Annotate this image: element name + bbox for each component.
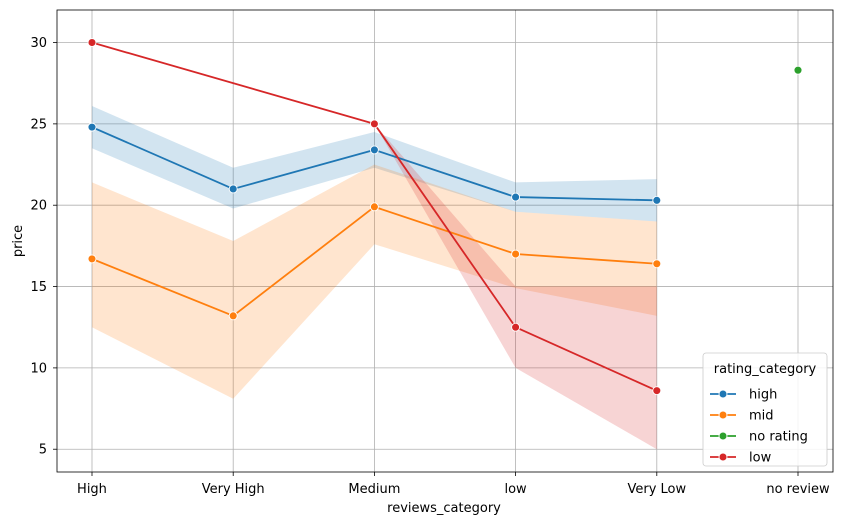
legend-title: rating_category [714, 362, 817, 377]
legend-label: no rating [749, 430, 808, 445]
x-tick-label: Medium [348, 482, 400, 497]
y-axis-ticks: 5 10 15 20 25 30 [30, 36, 57, 458]
grid-lines [57, 10, 833, 472]
data-point-mid [369, 202, 379, 212]
y-tick-label: 20 [30, 199, 47, 214]
data-point-no-rating [793, 65, 803, 75]
legend-box [702, 352, 828, 467]
x-axis-label: reviews_category [387, 501, 501, 516]
data-point-high [369, 145, 379, 155]
x-tick-label: no review [766, 482, 830, 497]
data-point-low [511, 322, 521, 332]
y-axis-label: price [11, 225, 26, 257]
data-point-high [511, 192, 521, 202]
series-points [87, 38, 803, 396]
x-tick-label: Very High [202, 482, 265, 497]
legend-swatch-marker [718, 452, 728, 462]
legend-swatch-marker [718, 410, 728, 420]
legend-label: mid [749, 409, 774, 424]
data-point-high [652, 195, 662, 205]
plot-frame [56, 9, 834, 473]
data-point-mid [228, 311, 238, 321]
data-point-high [228, 184, 238, 194]
data-point-high [87, 122, 97, 132]
data-point-low [369, 119, 379, 129]
y-tick-label: 10 [30, 361, 47, 376]
ci-band-mid [92, 164, 657, 399]
legend-label: high [749, 388, 777, 403]
legend-label: low [749, 451, 772, 466]
data-point-low [652, 386, 662, 396]
data-point-mid [652, 259, 662, 269]
legend-swatch-marker [718, 431, 728, 441]
x-axis-ticks: High Very High Medium low Very Low no review [77, 472, 830, 497]
y-tick-label: 5 [39, 443, 47, 458]
y-tick-label: 15 [30, 280, 47, 295]
legend-swatch-marker [718, 389, 728, 399]
x-tick-label: low [504, 482, 527, 497]
ci-band-low [374, 123, 657, 450]
y-tick-label: 25 [30, 117, 47, 132]
data-point-mid [87, 254, 97, 264]
y-tick-label: 30 [30, 36, 47, 51]
data-point-mid [511, 249, 521, 259]
data-point-low [87, 38, 97, 47]
x-tick-label: High [77, 482, 107, 497]
series-line-low [91, 41, 658, 392]
x-tick-label: Very Low [627, 482, 686, 497]
